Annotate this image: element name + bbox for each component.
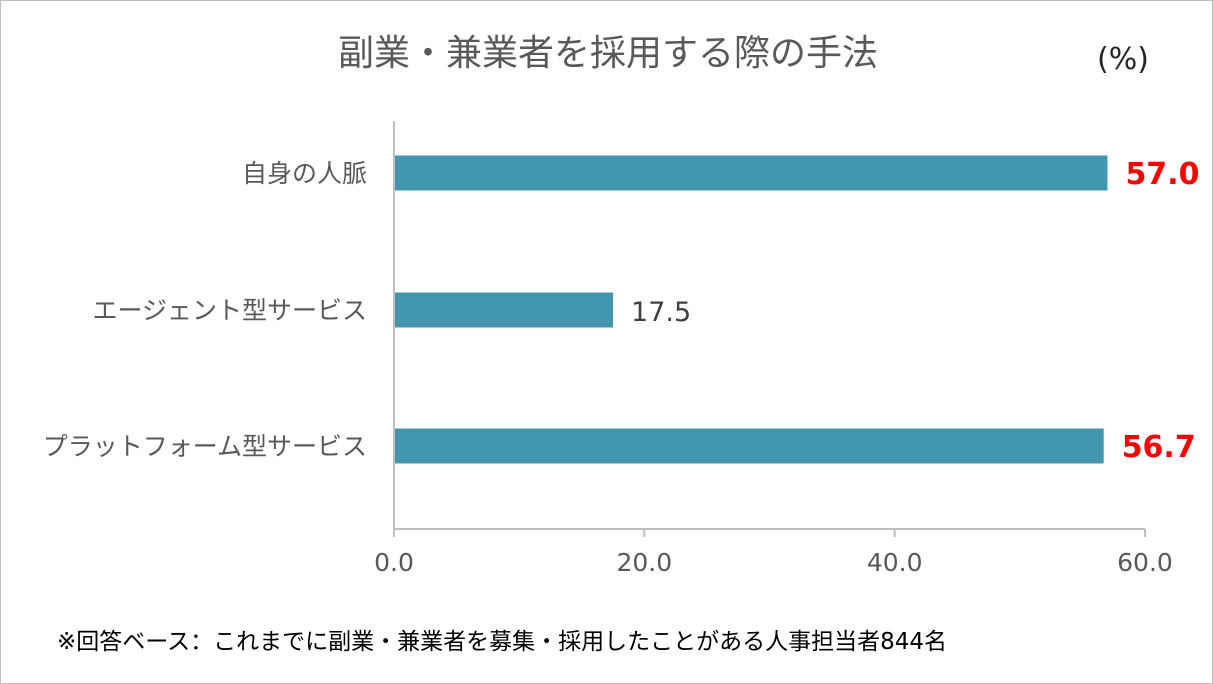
x-tick-label: 0.0 (374, 548, 414, 577)
bar (395, 428, 1104, 464)
footnote: ※回答ベース：これまでに副業・兼業者を募集・採用したことがある人事担当者844名 (57, 629, 947, 655)
category-label: プラットフォーム型サービス (43, 432, 367, 461)
value-label: 17.5 (631, 297, 691, 328)
bar (395, 292, 614, 328)
category-label: エージェント型サービス (92, 296, 367, 325)
value-label: 57.0 (1125, 157, 1199, 192)
plot-area: 0.0 20.0 40.0 60.0 自身の人脈 57.0 エージェント型サービス 17.5 プ… (43, 121, 1199, 577)
category-label: 自身の人脈 (242, 159, 367, 188)
x-tick-label: 40.0 (867, 548, 923, 577)
x-tick-label: 20.0 (616, 548, 672, 577)
bar (395, 155, 1108, 191)
chart-title: 副業・兼業者を採用する際の手法 (338, 33, 878, 74)
unit-label: (%) (1097, 42, 1149, 77)
value-label: 56.7 (1122, 430, 1196, 465)
x-tick-label: 60.0 (1117, 548, 1173, 577)
